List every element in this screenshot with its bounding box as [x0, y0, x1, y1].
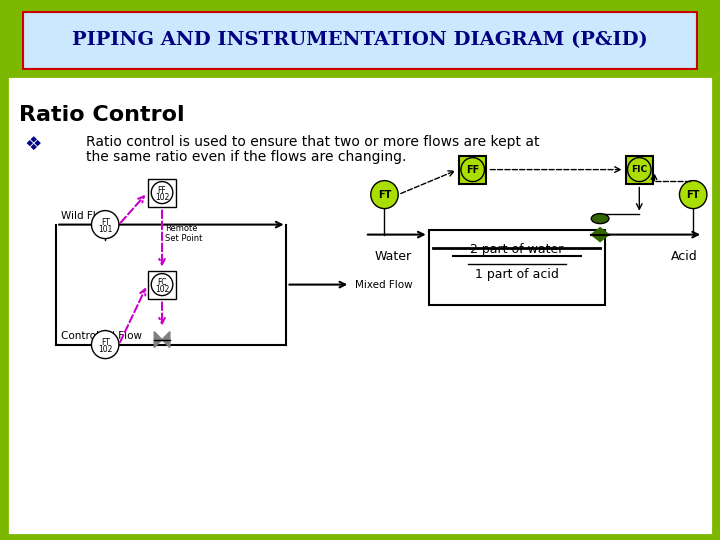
- Text: 102: 102: [98, 345, 112, 354]
- Text: 101: 101: [98, 225, 112, 234]
- FancyBboxPatch shape: [148, 179, 176, 207]
- Circle shape: [151, 274, 173, 295]
- Circle shape: [371, 180, 398, 208]
- Text: FF: FF: [466, 165, 480, 174]
- Text: FT: FT: [101, 338, 109, 347]
- Text: 1 part of acid: 1 part of acid: [475, 268, 559, 281]
- FancyBboxPatch shape: [7, 76, 713, 535]
- Circle shape: [628, 158, 651, 181]
- FancyBboxPatch shape: [22, 11, 698, 70]
- Text: Mixed Flow: Mixed Flow: [355, 280, 413, 289]
- Text: Remote
Set Point: Remote Set Point: [165, 224, 202, 244]
- Polygon shape: [591, 234, 609, 241]
- Text: PIPING AND INSTRUMENTATION DIAGRAM (P&ID): PIPING AND INSTRUMENTATION DIAGRAM (P&ID…: [72, 31, 648, 50]
- FancyBboxPatch shape: [148, 271, 176, 299]
- Circle shape: [91, 211, 119, 239]
- Text: 102: 102: [155, 285, 169, 294]
- Polygon shape: [162, 332, 170, 348]
- Text: the same ratio even if the flows are changing.: the same ratio even if the flows are cha…: [86, 150, 406, 164]
- Polygon shape: [591, 227, 609, 234]
- Circle shape: [151, 181, 173, 204]
- Text: 2 part of water: 2 part of water: [470, 243, 564, 256]
- Circle shape: [91, 330, 119, 359]
- FancyBboxPatch shape: [459, 156, 487, 184]
- Circle shape: [680, 180, 707, 208]
- Text: Acid: Acid: [671, 249, 698, 262]
- Text: Wild Flow: Wild Flow: [61, 211, 111, 221]
- Text: FT: FT: [101, 218, 109, 227]
- Text: FC: FC: [157, 278, 167, 287]
- Ellipse shape: [591, 214, 609, 224]
- Text: ❖: ❖: [24, 134, 42, 153]
- Text: 102: 102: [155, 193, 169, 202]
- Text: FF: FF: [158, 186, 166, 195]
- Text: Controlled Flow: Controlled Flow: [61, 330, 142, 341]
- Circle shape: [461, 158, 485, 181]
- Text: FIC: FIC: [631, 165, 647, 174]
- Text: Ratio Control: Ratio Control: [19, 105, 184, 125]
- Text: Ratio control is used to ensure that two or more flows are kept at: Ratio control is used to ensure that two…: [86, 134, 539, 149]
- Text: FT: FT: [686, 190, 700, 200]
- Polygon shape: [154, 332, 162, 348]
- FancyBboxPatch shape: [626, 156, 653, 184]
- Text: FT: FT: [378, 190, 391, 200]
- FancyBboxPatch shape: [428, 230, 605, 305]
- Text: Water: Water: [374, 249, 412, 262]
